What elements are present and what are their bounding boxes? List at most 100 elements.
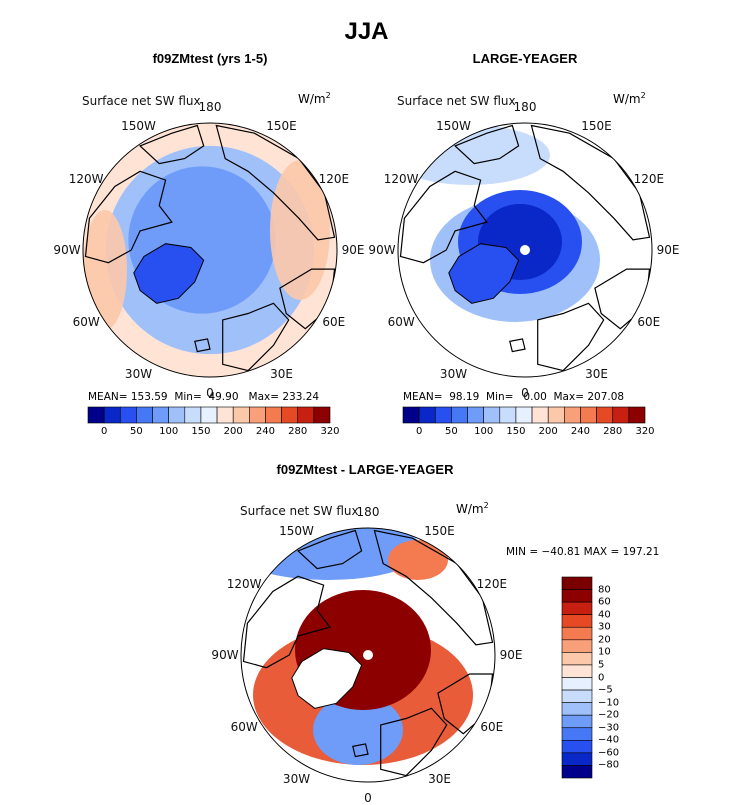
lon-label: 150E	[266, 119, 297, 134]
colorbar-tick-label: −80	[598, 759, 620, 771]
colorbar-tick-label: 50	[130, 426, 143, 437]
panel2-colorbar	[402, 406, 646, 424]
colorbar-tick-label: 80	[598, 584, 611, 596]
map-border	[397, 122, 653, 378]
coastline	[373, 529, 494, 646]
colorbar-swatch	[87, 406, 105, 424]
lon-label: 120E	[318, 171, 350, 186]
map-3	[240, 527, 496, 783]
panel2-units: W/m2	[613, 91, 646, 106]
colorbar-swatch	[249, 406, 266, 424]
colorbar-tick-label: 240	[570, 426, 590, 437]
colorbar-swatch	[561, 740, 593, 754]
map-1	[82, 122, 338, 378]
lon-label: 150E	[424, 524, 455, 539]
colorbar-swatch	[467, 406, 484, 424]
colorbar-tick-label: 150	[506, 426, 526, 437]
colorbar-swatch	[561, 702, 593, 716]
colorbar-tick-label: 5	[598, 659, 605, 671]
colorbar-tick-label: 20	[598, 634, 611, 646]
lon-label: 30E	[585, 366, 608, 381]
colorbar-swatch	[561, 626, 593, 641]
field-patch-east	[270, 160, 330, 300]
coastline	[215, 124, 336, 241]
greenland-field	[291, 648, 363, 709]
colorbar-swatch	[612, 406, 630, 424]
colorbar-tick-label: 320	[635, 426, 655, 437]
colorbar-tick-label: 100	[159, 426, 179, 437]
coastline	[380, 707, 448, 777]
lon-label: 30W	[124, 366, 153, 381]
map-border	[82, 122, 338, 378]
colorbar-swatch	[168, 406, 186, 424]
colorbar-tick-label: 240	[255, 426, 275, 437]
lon-label: 60E	[480, 719, 504, 734]
colorbar-swatch	[580, 406, 597, 424]
coastline	[509, 338, 526, 353]
lon-label: 120E	[633, 171, 665, 186]
lon-label: 30W	[439, 366, 468, 381]
colorbar-swatch	[418, 406, 436, 424]
colorbar-swatch	[119, 406, 137, 424]
coastline	[530, 124, 651, 241]
lon-label: 120W	[68, 171, 104, 186]
coastline	[84, 170, 173, 264]
pole-hole	[363, 650, 373, 660]
field-patch-west	[83, 210, 127, 330]
colorbar-swatch	[561, 614, 593, 628]
lon-label: 60E	[637, 314, 661, 329]
lon-label: 150E	[581, 119, 612, 134]
lon-label: 90E	[656, 243, 680, 257]
colorbar-tick-label: 200	[538, 426, 558, 437]
panel2-title: LARGE-YEAGER	[472, 51, 578, 66]
colorbar-swatch	[561, 639, 593, 653]
coastline	[222, 302, 290, 372]
lon-label: 90W	[211, 648, 239, 662]
colorbar-tick-label: 0	[100, 426, 108, 437]
coastline	[296, 529, 363, 570]
colorbar-swatch	[561, 689, 593, 703]
colorbar-tick-label: 50	[445, 426, 458, 437]
colorbar-swatch	[402, 406, 420, 424]
panel2-variable: Surface net SW flux	[397, 94, 516, 108]
colorbar-swatch	[265, 406, 282, 424]
colorbar-tick-label: 320	[320, 426, 340, 437]
map-2	[397, 122, 653, 378]
colorbar-swatch	[561, 652, 593, 666]
panel1-colorbar	[87, 406, 331, 424]
lon-label: 90W	[53, 243, 81, 257]
colorbar-swatch	[499, 406, 517, 424]
lon-label: 0	[364, 791, 372, 805]
colorbar-swatch	[451, 406, 468, 424]
colorbar-swatch	[561, 589, 593, 603]
colorbar-tick-label: 10	[598, 646, 611, 658]
panel2-stats: MEAN= 98.19 Min= 0.00 Max= 207.08	[403, 391, 625, 403]
panel3-colorbar	[561, 576, 593, 779]
panel3-units: W/m2	[456, 501, 489, 516]
panel3-stats: MIN = −40.81 MAX = 197.21	[506, 546, 660, 558]
coastline	[352, 743, 369, 758]
colorbar-tick-label: −40	[598, 734, 620, 746]
coastline	[194, 338, 211, 353]
colorbar-swatch	[515, 406, 533, 424]
lon-label: 120W	[226, 576, 262, 591]
colorbar-swatch	[136, 406, 153, 424]
greenland-field	[448, 243, 520, 304]
lon-label: 60W	[72, 314, 100, 329]
lon-label: 150W	[436, 119, 471, 134]
colorbar-swatch	[184, 406, 202, 424]
colorbar-swatch	[547, 406, 565, 424]
colorbar-tick-label: 0	[415, 426, 423, 437]
colorbar-swatch	[561, 664, 593, 678]
lon-label: 150W	[279, 524, 314, 539]
figure-title: JJA	[344, 18, 389, 45]
colorbar-tick-label: −5	[598, 684, 613, 696]
lon-label: 180	[513, 100, 537, 114]
coastline	[537, 302, 605, 372]
colorbar-swatch	[483, 406, 501, 424]
colorbar-swatch	[561, 752, 593, 766]
lon-label: 60W	[387, 314, 415, 329]
field-bering-pos	[388, 540, 448, 580]
colorbar-swatch	[232, 406, 250, 424]
